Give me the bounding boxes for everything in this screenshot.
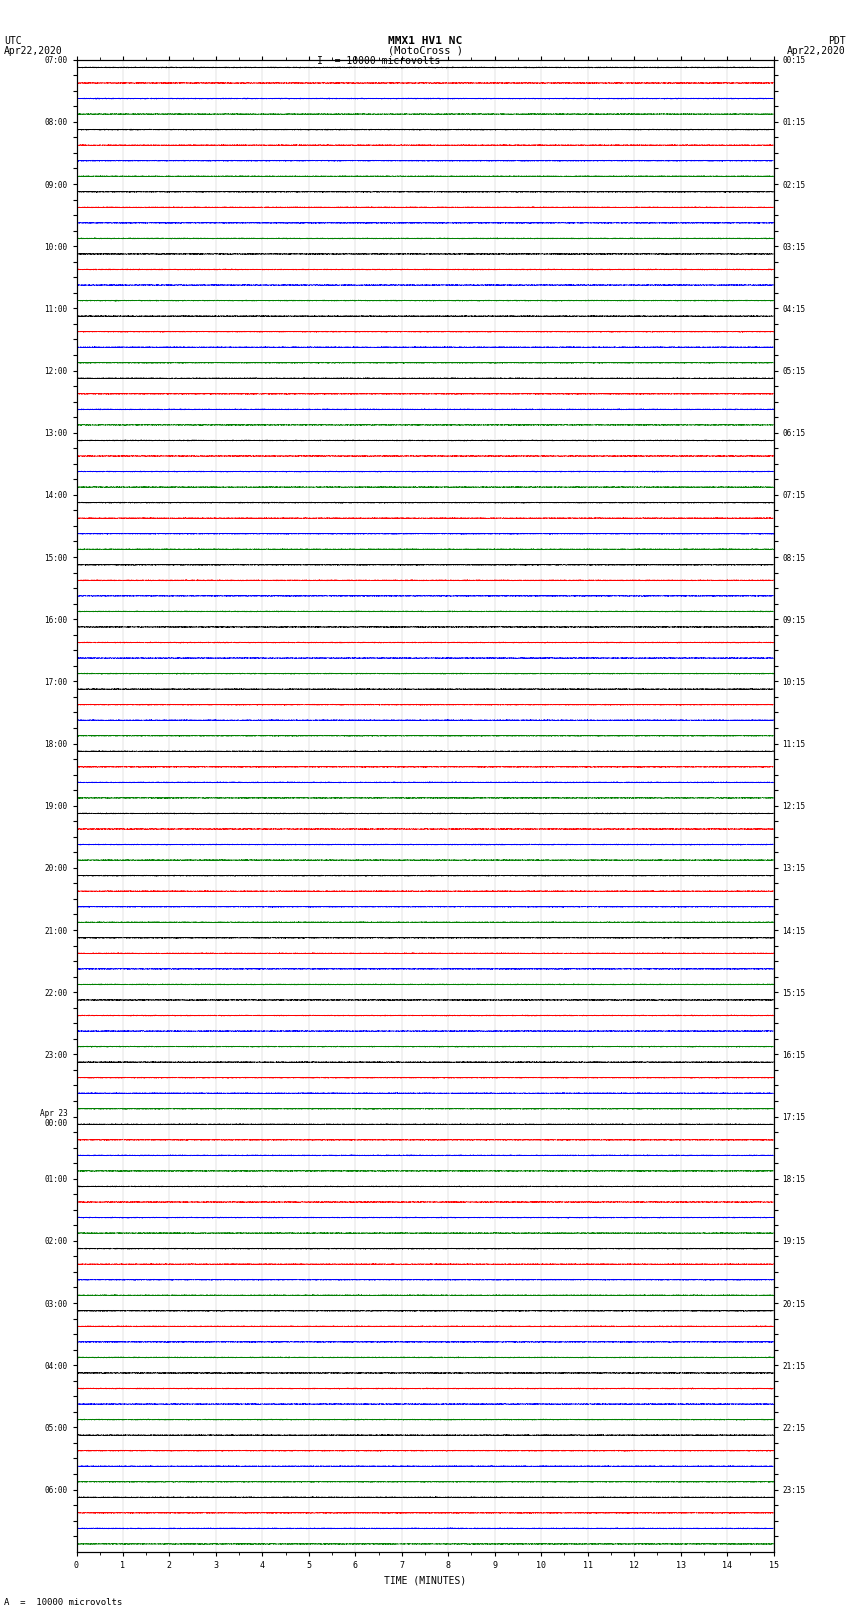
- Text: I  = 10000 microvolts: I = 10000 microvolts: [316, 56, 440, 66]
- Text: (MotoCross ): (MotoCross ): [388, 45, 462, 56]
- Text: UTC: UTC: [4, 37, 22, 47]
- Text: A  =  10000 microvolts: A = 10000 microvolts: [4, 1597, 122, 1607]
- Text: MMX1 HV1 NC: MMX1 HV1 NC: [388, 37, 462, 47]
- Text: PDT: PDT: [828, 37, 846, 47]
- Text: Apr22,2020: Apr22,2020: [787, 45, 846, 56]
- X-axis label: TIME (MINUTES): TIME (MINUTES): [384, 1576, 466, 1586]
- Text: Apr22,2020: Apr22,2020: [4, 45, 63, 56]
